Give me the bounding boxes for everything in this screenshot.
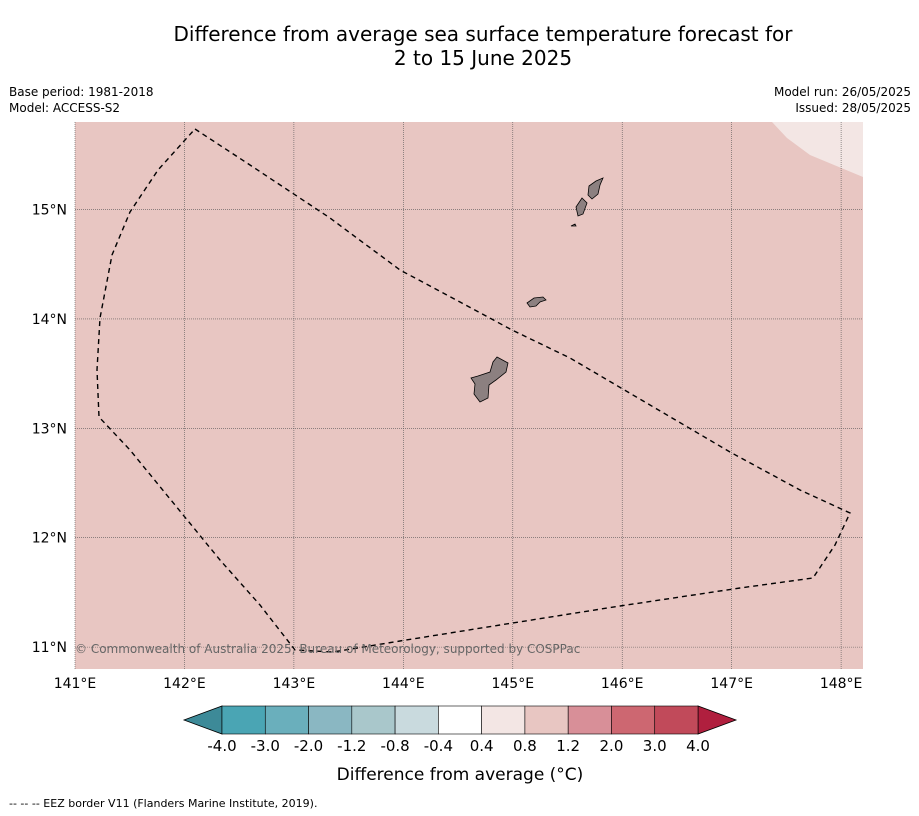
colorbar-bin-8 — [567, 705, 612, 735]
island-saipan — [587, 177, 604, 200]
lon-label-147: 147°E — [710, 676, 753, 692]
colorbar-bin-0 — [221, 705, 266, 735]
island-rota — [526, 296, 547, 308]
colorbar-bin-7 — [524, 705, 569, 735]
colorbar-bin-10 — [654, 705, 699, 735]
colorbar-bin-1 — [264, 705, 309, 735]
colorbar-bin-2 — [308, 705, 353, 735]
land-masses — [470, 177, 604, 403]
eez-footnote: -- -- -- EEZ border V11 (Flanders Marine… — [9, 797, 318, 810]
anomaly-region-light — [772, 122, 863, 177]
model-run: Model run: 26/05/2025 — [773, 85, 911, 99]
lat-label-12: 12°N — [32, 531, 67, 547]
map-title: Difference from average sea surface temp… — [80, 22, 886, 70]
colorbar-label-7: 0.8 — [513, 737, 537, 755]
colorbar-label-5: -0.4 — [424, 737, 453, 755]
colorbar-label-8: 1.2 — [556, 737, 580, 755]
meta-left: Base period: 1981-2018 Model: ACCESS-S2 — [9, 84, 154, 116]
colorbar-label-1: -3.0 — [251, 737, 280, 755]
copyright-text: © Commonwealth of Australia 2025, Bureau… — [75, 642, 580, 656]
eez-border — [96, 128, 851, 653]
longitude-labels: 141°E 142°E 143°E 144°E 145°E 146°E 147°E 148°E — [54, 676, 863, 692]
colorbar — [182, 705, 738, 735]
colorbar-bin-6 — [481, 705, 526, 735]
colorbar-label-6: 0.4 — [470, 737, 494, 755]
lat-label-15: 15°N — [32, 203, 67, 219]
colorbar-label-4: -0.8 — [380, 737, 409, 755]
colorbar-title: Difference from average (°C) — [337, 765, 584, 785]
model-name: Model: ACCESS-S2 — [9, 101, 121, 115]
lon-label-148: 148°E — [820, 676, 863, 692]
colorbar-extend-low — [182, 705, 223, 735]
lon-label-144: 144°E — [382, 676, 425, 692]
colorbar-bin-4 — [394, 705, 439, 735]
colorbar-label-9: 2.0 — [600, 737, 624, 755]
colorbar-label-0: -4.0 — [207, 737, 236, 755]
lon-label-143: 143°E — [273, 676, 316, 692]
colorbar-bin-9 — [611, 705, 656, 735]
meta-right: Model run: 26/05/2025 Issued: 28/05/2025 — [774, 84, 911, 116]
island-guam — [470, 356, 509, 403]
lat-label-11: 11°N — [32, 640, 67, 656]
colorbar-labels: -4.0 -3.0 -2.0 -1.2 -0.8 -0.4 0.4 0.8 1.2 2.0 3.0 4… — [207, 737, 710, 755]
colorbar-bin-3 — [351, 705, 396, 735]
lon-label-142: 142°E — [163, 676, 206, 692]
colorbar-label-10: 3.0 — [643, 737, 667, 755]
colorbar-label-11: 4.0 — [686, 737, 710, 755]
lon-label-146: 146°E — [601, 676, 644, 692]
title-line-2: 2 to 15 June 2025 — [393, 46, 573, 70]
lon-label-141: 141°E — [54, 676, 97, 692]
colorbar-label-2: -2.0 — [294, 737, 323, 755]
colorbar-bin-5 — [438, 705, 482, 735]
map-background — [75, 122, 863, 669]
issued-date: Issued: 28/05/2025 — [795, 101, 911, 115]
island-tinian — [575, 197, 588, 217]
title-line-1: Difference from average sea surface temp… — [173, 22, 793, 46]
lat-label-14: 14°N — [32, 312, 67, 328]
lat-label-13: 13°N — [32, 421, 67, 437]
lon-label-145: 145°E — [491, 676, 534, 692]
latitude-labels: 15°N 14°N 13°N 12°N 11°N — [32, 203, 67, 657]
colorbar-label-3: -1.2 — [337, 737, 366, 755]
graticule — [74, 122, 863, 669]
base-period: Base period: 1981-2018 — [9, 85, 154, 99]
colorbar-extend-high — [697, 705, 738, 735]
island-aguijan — [570, 223, 577, 227]
